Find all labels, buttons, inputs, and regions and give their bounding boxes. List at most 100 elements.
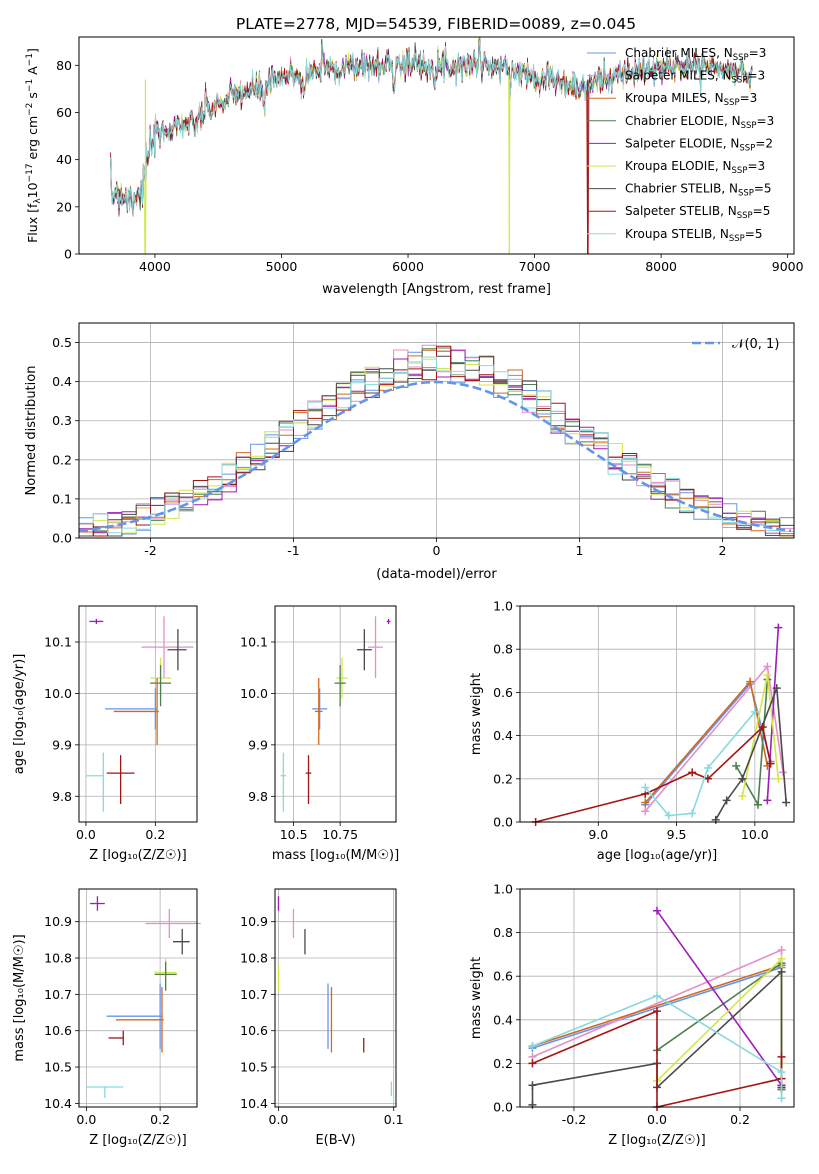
x-tick-label: 1	[576, 543, 584, 558]
weight-marker-chabrier_stelib	[777, 967, 786, 976]
x-tick-label: 0.0	[269, 1112, 289, 1127]
y-tick-label: 10.6	[44, 1023, 72, 1038]
legend-label-kroupa_miles: Kroupa MILES, NSSP=3	[625, 91, 757, 108]
weight-marker-kroupa_stelib	[750, 707, 759, 716]
x-axis-label: (data-model)/error	[376, 567, 497, 582]
weight-marker-salpeter_elodie	[653, 906, 661, 915]
axes-age_vs_z: 0.0 0.2 9.8 9.9 10.0 10.1	[44, 606, 197, 842]
y-tick-label: 9.9	[52, 737, 72, 752]
axes-mass_weight_vs_z: -0.2 0.0 0.2 0.0 0.2 0.4 0.6 0.8 1.0	[493, 882, 794, 1127]
y-tick-label: 0.4	[493, 1012, 513, 1027]
x-tick-label: 2	[719, 543, 727, 558]
x-tick-label: 0	[433, 543, 441, 558]
y-tick-label: 0.2	[493, 771, 513, 786]
plot-frame-mass_weight_vs_z	[519, 888, 795, 1108]
weight-marker-kroupa_stelib	[528, 1041, 537, 1050]
residual-histograms	[79, 344, 794, 537]
x-axis-label: wavelength [Angstrom, rest frame]	[322, 282, 551, 297]
x-axis-label: mass [log₁₀(M/M☉)]	[272, 848, 399, 863]
legend-label-salpeter_elodie: Salpeter ELODIE, NSSP=2	[625, 136, 773, 153]
y-tick-label: 0.4	[52, 374, 72, 389]
legend-label-kroupa_elodie: Kroupa ELODIE, NSSP=3	[625, 159, 765, 176]
weight-marker-kroupa_stelib	[777, 1094, 786, 1103]
legend-label-salpeter_stelib: Salpeter STELIB, NSSP=5	[625, 204, 770, 221]
weight-marker-salpeter_miles	[777, 946, 786, 955]
legend-label-chabrier_elodie: Chabrier ELODIE, NSSP=3	[625, 114, 774, 131]
weight-marker-kroupa_stelib	[777, 1068, 786, 1077]
weight-marker-chabrier_stelib	[782, 798, 791, 807]
y-axis-label: age [log₁₀(age/yr)]	[12, 654, 27, 775]
y-tick-label: 0.0	[52, 531, 72, 546]
y-tick-label: 9.9	[248, 737, 268, 752]
weight-marker-kroupa_stelib	[653, 991, 661, 1000]
weight-marker-kroupa_miles	[641, 798, 650, 807]
legend-label-salpeter_miles: Salpeter MILES, NSSP=3	[625, 69, 765, 86]
y-tick-label: 10.9	[44, 914, 72, 929]
x-tick-label: 0.0	[76, 1112, 96, 1127]
x-tick-label: 8000	[645, 259, 677, 274]
y-axis-label: mass weight	[469, 957, 484, 1039]
y-tick-label: 0.2	[52, 452, 72, 467]
weight-marker-salpeter_miles	[641, 807, 650, 816]
weight-marker-chabrier_elodie	[732, 761, 741, 770]
x-tick-label: 0.2	[145, 827, 165, 842]
plot-frame-spectrum	[78, 36, 795, 255]
axes-mass_vs_ebv: 0.0 0.1 10.4 10.5 10.6 10.7 10.8 10.9	[240, 889, 404, 1127]
y-axis-label: mass weight	[469, 673, 484, 755]
y-tick-label: 10.9	[240, 914, 268, 929]
y-tick-label: 1.0	[493, 882, 513, 897]
y-tick-label: 10.1	[240, 635, 268, 650]
legend-label-gaussian: 𝒩(0, 1)	[732, 337, 779, 352]
y-tick-label: 80	[56, 58, 72, 73]
y-tick-label: 9.8	[52, 789, 72, 804]
weight-marker-kroupa_elodie	[777, 954, 786, 963]
y-tick-label: 0.3	[52, 413, 72, 428]
errorbars-mass_vs_z	[86, 896, 201, 1098]
plot-frame-residuals	[78, 322, 795, 539]
y-tick-label: 10.0	[44, 686, 72, 701]
y-tick-label: 10.5	[44, 1060, 72, 1075]
y-tick-label: 0.8	[493, 642, 513, 657]
x-tick-label: 5000	[266, 259, 298, 274]
weight-marker-kroupa_elodie	[763, 671, 772, 680]
x-tick-label: 0.2	[730, 1112, 750, 1127]
legend-label-chabrier_stelib: Chabrier STELIB, NSSP=5	[625, 182, 772, 199]
y-tick-label: 10.6	[240, 1023, 268, 1038]
plot-frame-mass_vs_z	[78, 888, 198, 1108]
y-tick-label: 10.7	[240, 987, 268, 1002]
weight-marker-kroupa_stelib	[641, 783, 650, 792]
y-tick-label: 20	[56, 199, 72, 214]
y-axis-label: Normed distribution	[24, 366, 39, 496]
x-tick-label: -2	[144, 543, 156, 558]
y-tick-label: 10.7	[44, 987, 72, 1002]
y-tick-label: 10.1	[44, 635, 72, 650]
spectrum-line-kroupa_stelib	[110, 39, 753, 218]
weight-marker-salpeter_stelib	[766, 759, 775, 768]
weights-mass_weight_vs_age	[531, 623, 791, 826]
x-tick-label: 9000	[772, 259, 804, 274]
errorbars-age_vs_mass	[280, 616, 391, 812]
x-tick-label: -1	[287, 543, 299, 558]
x-axis-label: Z [log₁₀(Z/Z☉)]	[89, 848, 186, 863]
y-tick-label: 0.4	[493, 728, 513, 743]
weight-marker-salpeter_miles	[763, 662, 772, 671]
plot-frame-mass_vs_ebv	[274, 888, 397, 1108]
y-tick-label: 40	[56, 152, 72, 167]
plot-frame-mass_weight_vs_age	[519, 605, 795, 823]
x-tick-label: 0.0	[76, 827, 96, 842]
axes-spectrum: 4000 5000 6000 7000 8000 9000 0 20 40 60 80	[56, 58, 804, 274]
weight-marker-kroupa_stelib	[703, 764, 712, 772]
y-tick-label: 10.8	[44, 951, 72, 966]
x-axis-label: age [log₁₀(age/yr)]	[597, 848, 718, 863]
figure-title: PLATE=2778, MJD=54539, FIBERID=0089, z=0…	[236, 15, 636, 33]
weight-line-salpeter_elodie	[656, 910, 783, 1086]
x-tick-label: -0.2	[562, 1112, 586, 1127]
weight-marker-salpeter_stelib	[777, 1052, 786, 1061]
y-tick-label: 0.5	[52, 335, 72, 350]
weight-marker-chabrier_stelib	[722, 796, 731, 805]
weight-marker-chabrier_elodie	[753, 800, 762, 809]
weight-marker-kroupa_stelib	[688, 809, 697, 818]
x-tick-label: 0.2	[150, 1112, 170, 1127]
legend-label-kroupa_stelib: Kroupa STELIB, NSSP=5	[625, 227, 763, 244]
x-tick-label: 4000	[139, 259, 171, 274]
